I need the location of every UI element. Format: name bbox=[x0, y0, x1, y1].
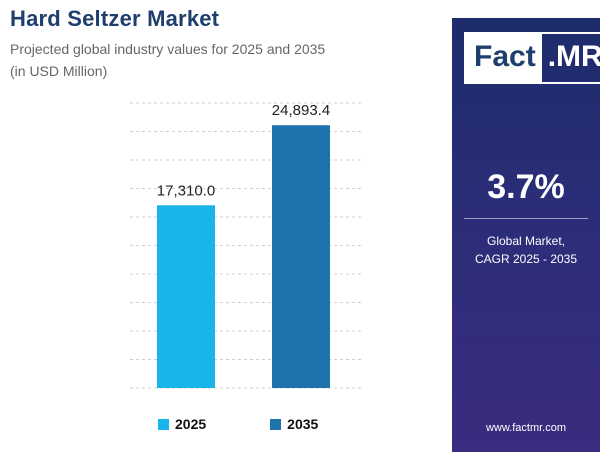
legend-swatch-2025 bbox=[158, 418, 169, 430]
website-link[interactable]: www.factmr.com bbox=[485, 422, 567, 434]
cagr-label-line1: Global Market, bbox=[486, 234, 566, 248]
data-label-2025: 17,310.0 bbox=[157, 182, 215, 199]
cagr-label: Global Market, CAGR 2025 - 2035 bbox=[452, 232, 600, 268]
summary-panel: Fact .MR 3.7% Global Market, CAGR 2025 -… bbox=[452, 18, 600, 452]
cagr-value: 3.7% bbox=[487, 168, 565, 206]
factmr-logo: Fact .MR bbox=[464, 32, 600, 84]
legend-item-2025: 2025 bbox=[158, 416, 206, 432]
legend-item-2035: 2035 bbox=[270, 416, 318, 432]
chart-area: Hard Seltzer Market Projected global ind… bbox=[10, 6, 382, 434]
legend-label-2035: 2035 bbox=[287, 416, 319, 432]
bars bbox=[157, 125, 330, 389]
cagr-label-line2: CAGR 2025 - 2035 bbox=[474, 252, 578, 266]
legend-swatch-2035 bbox=[270, 418, 282, 430]
legend-label-2025: 2025 bbox=[175, 416, 207, 432]
logo-mr-text: .MR bbox=[547, 40, 600, 73]
bar-chart: 17,310.0 24,893.4 bbox=[130, 102, 362, 389]
page-title: Hard Seltzer Market bbox=[10, 6, 220, 31]
data-labels: 17,310.0 24,893.4 bbox=[157, 102, 330, 199]
bar-2035 bbox=[272, 125, 330, 389]
bar-2025 bbox=[157, 205, 215, 388]
logo-fact-text: Fact bbox=[466, 34, 542, 82]
data-label-2035: 24,893.4 bbox=[272, 102, 330, 119]
page-subtitle: Projected global industry values for 202… bbox=[10, 41, 326, 79]
legend: 2025 2035 bbox=[158, 414, 382, 434]
divider bbox=[464, 218, 588, 219]
